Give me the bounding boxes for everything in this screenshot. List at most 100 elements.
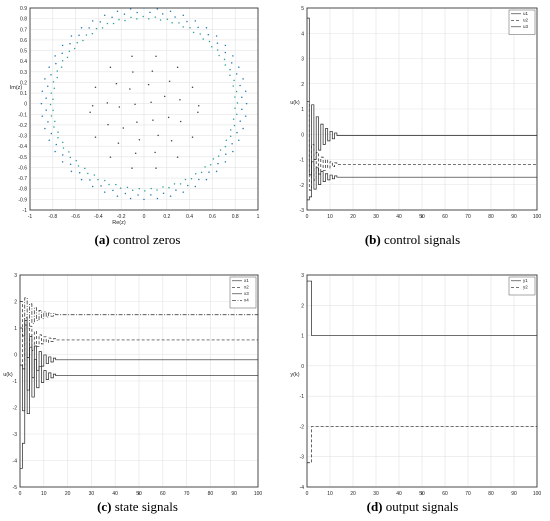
data-point: [215, 170, 218, 173]
data-point: [168, 186, 170, 189]
data-point: [166, 18, 169, 21]
data-point: [219, 149, 222, 151]
x-tick-label: 70: [465, 214, 471, 220]
series-line-u3: [307, 161, 537, 201]
legend-label: u3: [523, 24, 529, 29]
data-point: [134, 152, 137, 154]
data-point: [162, 186, 164, 188]
y-tick-label: -0.5: [18, 155, 27, 161]
data-point: [217, 155, 220, 157]
x-tick-label: 70: [465, 491, 471, 497]
data-point: [205, 27, 208, 29]
data-point: [156, 197, 159, 200]
data-point: [224, 64, 226, 66]
data-point: [44, 78, 46, 80]
legend-box: [229, 276, 257, 309]
plot-frame: [306, 274, 538, 488]
caption-c: (c) state signals: [97, 499, 178, 514]
data-point: [101, 27, 104, 29]
y-tick-label: -0.2: [18, 123, 27, 129]
data-point: [218, 54, 220, 57]
data-point: [103, 191, 106, 193]
data-point: [192, 31, 195, 34]
data-point: [91, 32, 94, 35]
series-line-u2: [307, 101, 537, 191]
data-point: [87, 172, 89, 175]
data-point: [116, 195, 119, 197]
data-point: [112, 189, 114, 192]
data-point: [224, 161, 227, 163]
x-tick-label: 80: [488, 491, 494, 497]
data-point: [150, 187, 152, 190]
data-point: [171, 22, 173, 24]
data-point: [205, 178, 208, 181]
data-point: [223, 58, 226, 61]
data-point: [242, 78, 244, 80]
x-tick-label: 80: [208, 491, 214, 497]
x-tick-label: 100: [254, 491, 263, 497]
y-tick-label: 0: [301, 364, 304, 370]
y-tick-label: 0.3: [20, 70, 27, 76]
data-point: [197, 26, 199, 29]
data-point: [168, 80, 171, 83]
data-point: [126, 186, 129, 189]
data-point: [143, 198, 145, 201]
data-point: [176, 66, 179, 69]
data-point: [210, 45, 213, 48]
data-point: [170, 140, 173, 142]
legend-label: x1: [244, 278, 249, 283]
data-point: [103, 14, 106, 17]
x-tick-label: 0: [143, 214, 146, 220]
data-point: [132, 71, 134, 73]
data-point: [159, 19, 162, 21]
data-point: [230, 129, 232, 131]
data-point: [236, 131, 238, 134]
y-tick-label: 1: [301, 334, 304, 340]
data-point: [45, 97, 47, 99]
data-point: [212, 158, 215, 160]
data-point: [179, 120, 182, 123]
data-point: [61, 154, 64, 156]
x-tick-label: 0: [306, 214, 309, 220]
data-point: [245, 102, 248, 105]
y-tick-label: -4: [13, 459, 18, 465]
x-tick-label: -0.2: [117, 214, 126, 220]
data-point: [167, 116, 170, 119]
data-point: [236, 113, 238, 116]
data-point: [41, 90, 44, 92]
data-point: [94, 136, 97, 138]
x-axis-label: k: [421, 214, 424, 220]
data-point: [134, 103, 136, 106]
data-point: [94, 86, 97, 89]
data-point: [109, 66, 112, 69]
x-tick-label: 80: [488, 214, 494, 220]
data-point: [122, 127, 125, 129]
data-point: [179, 183, 182, 185]
data-point: [204, 166, 206, 168]
data-point: [157, 134, 159, 137]
x-tick-label: 20: [65, 491, 71, 497]
series-line-x3: [20, 320, 258, 412]
x-tick-label: 0: [19, 491, 22, 497]
data-point: [55, 143, 58, 146]
data-point: [52, 81, 55, 83]
data-point: [150, 101, 152, 103]
data-point: [161, 13, 164, 15]
data-point: [76, 41, 79, 44]
data-point: [200, 171, 203, 174]
data-point: [50, 132, 53, 135]
y-tick-label: 5: [301, 6, 304, 12]
data-point: [61, 44, 64, 47]
data-point: [231, 142, 233, 145]
series-line-y1: [307, 280, 537, 336]
data-point: [129, 197, 132, 200]
y-tick-label: 0.2: [20, 80, 27, 86]
data-point: [198, 178, 200, 181]
data-point: [147, 17, 150, 20]
data-point: [89, 179, 91, 181]
data-point: [230, 62, 233, 64]
data-point: [77, 165, 80, 167]
data-point: [229, 68, 231, 71]
data-point: [175, 189, 177, 191]
